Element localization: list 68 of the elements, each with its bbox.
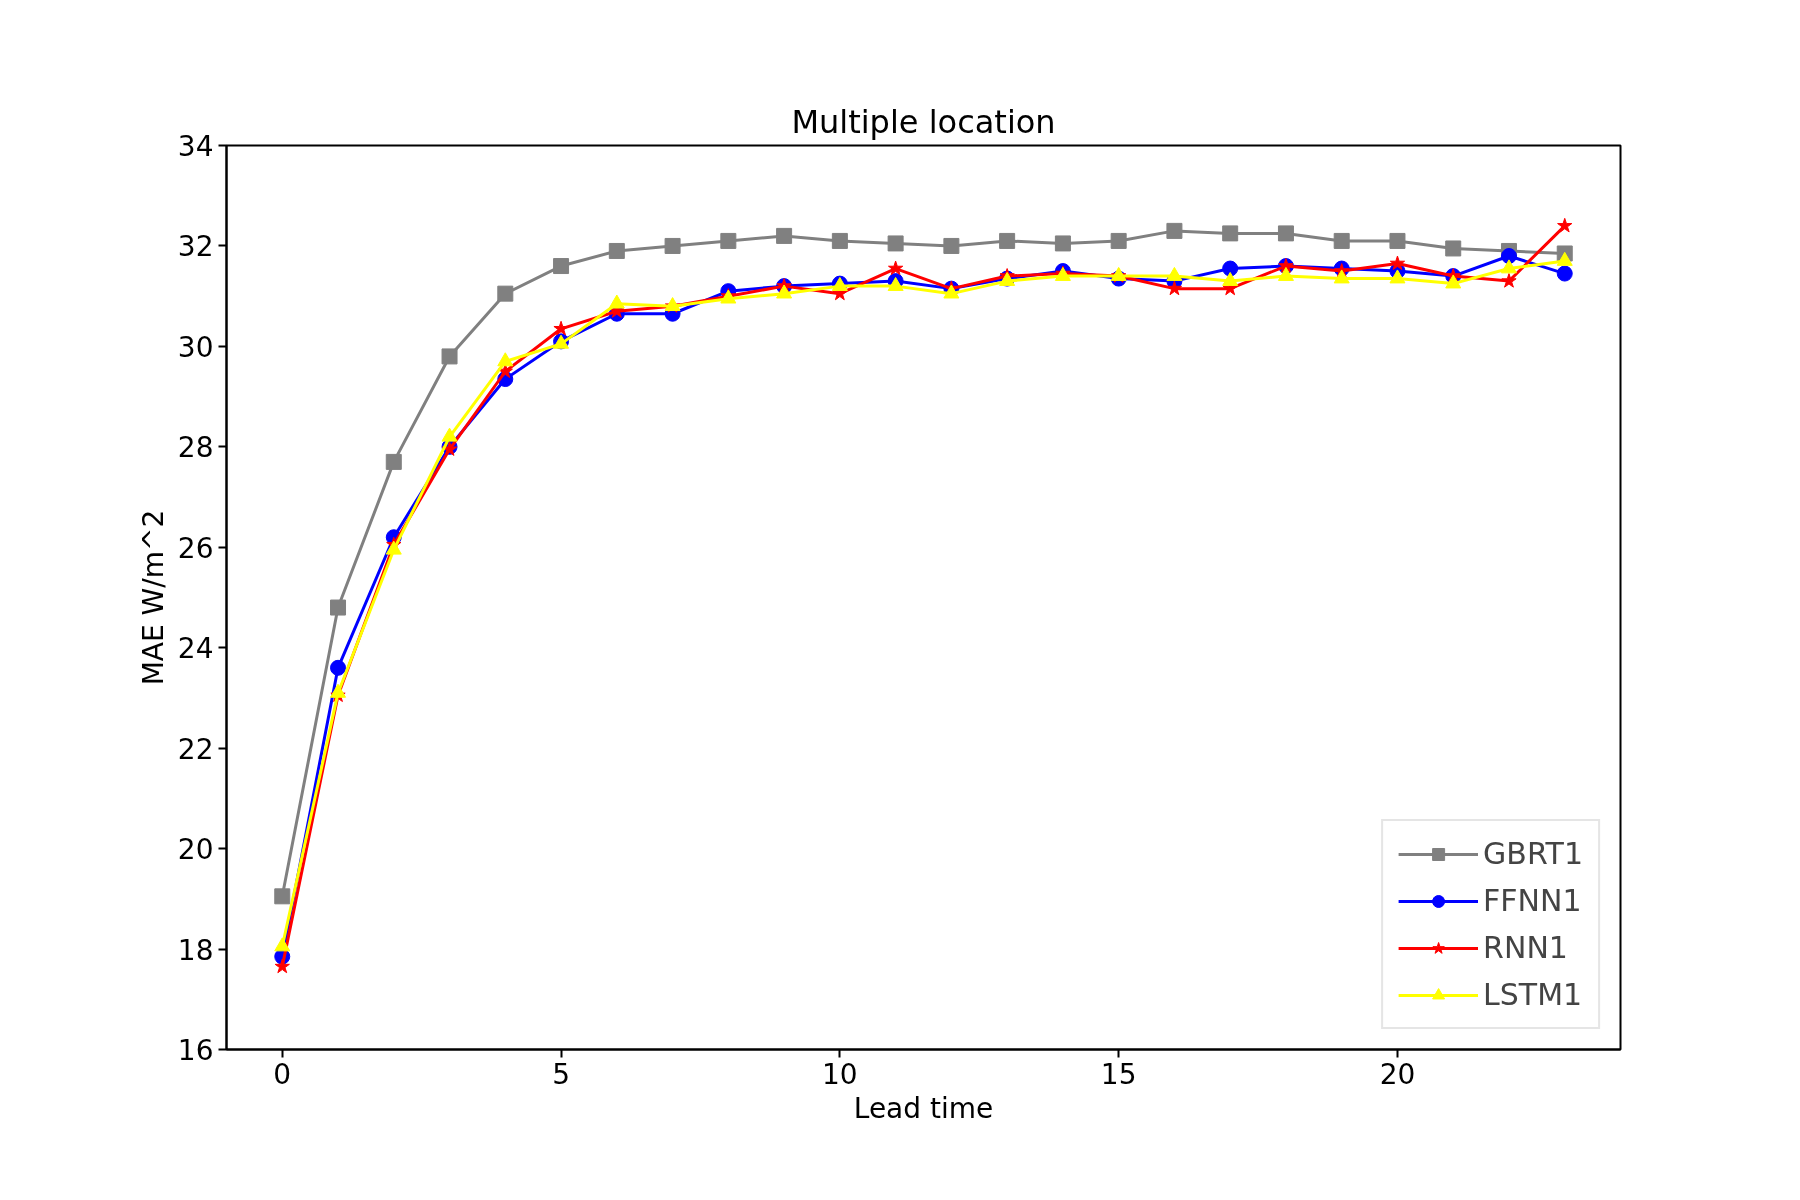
- point: [1557, 217, 1573, 233]
- point: [999, 232, 1016, 249]
- point: [776, 284, 793, 299]
- point: [274, 937, 291, 952]
- point: [1501, 273, 1517, 288]
- point: [1556, 265, 1573, 282]
- point: [1500, 248, 1517, 264]
- y-tick-label: 30: [177, 330, 214, 364]
- point: [497, 363, 513, 379]
- point: [1110, 232, 1127, 249]
- y-axis-title: MAE W/m^2: [136, 509, 170, 686]
- y-tick-label: 34: [177, 130, 214, 163]
- point: [608, 242, 625, 259]
- point: [274, 958, 290, 974]
- point: [1054, 235, 1071, 252]
- point: [274, 888, 291, 905]
- point: [1277, 225, 1294, 242]
- point: [1445, 274, 1462, 289]
- point: [330, 659, 347, 676]
- point: [1166, 222, 1183, 239]
- y-tick-label: 20: [177, 833, 214, 867]
- point: [664, 237, 681, 254]
- point: [553, 320, 569, 336]
- point: [385, 540, 402, 555]
- point: [441, 348, 458, 365]
- y-tick-label: 32: [177, 230, 214, 264]
- point: [608, 294, 625, 309]
- point: [385, 453, 402, 470]
- legend-label: FFNN1: [1483, 883, 1582, 918]
- point: [831, 232, 848, 249]
- legend-label: LSTM1: [1483, 977, 1583, 1012]
- point: [943, 284, 960, 299]
- y-tick-label: 28: [177, 431, 214, 465]
- x-tick-label: 10: [822, 1057, 858, 1091]
- y-tick-label: 22: [177, 732, 214, 766]
- point: [1222, 260, 1239, 277]
- x-axis-title: Lead time: [853, 1091, 994, 1125]
- point: [1389, 232, 1406, 249]
- point: [497, 352, 514, 367]
- y-tick-label: 24: [177, 632, 214, 666]
- x-tick-label: 15: [1100, 1057, 1137, 1091]
- point: [441, 427, 458, 442]
- point: [1389, 255, 1406, 271]
- point: [330, 683, 347, 698]
- point: [553, 258, 570, 275]
- point: [887, 235, 904, 252]
- x-tick-label: 5: [552, 1057, 570, 1091]
- point: [1445, 240, 1462, 257]
- chart-title: Multiple location: [791, 102, 1056, 141]
- legend-label: RNN1: [1483, 930, 1568, 965]
- point: [330, 599, 347, 616]
- y-tick-label: 26: [177, 531, 214, 565]
- legend-label: GBRT1: [1483, 836, 1583, 871]
- x-tick-label: 20: [1379, 1057, 1416, 1091]
- point: [887, 260, 904, 276]
- y-tick-label: 18: [177, 933, 214, 967]
- point: [1333, 232, 1350, 249]
- point: [1500, 259, 1517, 274]
- point: [1166, 280, 1183, 296]
- point: [1389, 269, 1406, 284]
- point: [1222, 225, 1239, 242]
- point: [1333, 269, 1350, 284]
- x-tick-label: 0: [273, 1057, 292, 1091]
- point: [497, 285, 514, 302]
- point: [720, 232, 737, 249]
- point: [943, 237, 960, 254]
- y-tick-label: 16: [177, 1034, 214, 1067]
- point: [776, 227, 793, 244]
